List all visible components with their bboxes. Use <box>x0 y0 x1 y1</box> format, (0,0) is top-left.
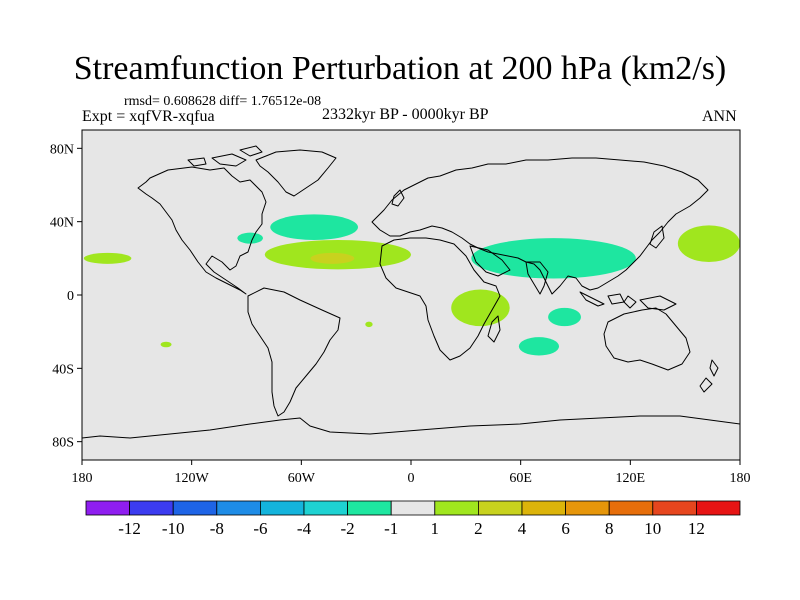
colorbar-label: -2 <box>341 519 355 538</box>
coast-uk <box>391 189 405 207</box>
colorbar-swatch <box>216 500 261 516</box>
colorbar-swatch <box>303 500 348 516</box>
x-tick-label: 60W <box>288 471 316 486</box>
y-tick-label: 40N <box>50 216 74 231</box>
colorbar-label: 12 <box>688 519 705 538</box>
coastlines <box>82 145 740 439</box>
period-label: 2332kyr BP - 0000kyr BP <box>322 106 489 123</box>
anomaly-south-atlantic-small-positive <box>365 321 373 328</box>
y-tick-label: 0 <box>67 289 74 304</box>
colorbar-swatch <box>565 500 610 516</box>
x-tick-label: 180 <box>730 471 751 486</box>
colorbar-swatch <box>85 500 130 516</box>
colorbar-label: 8 <box>605 519 614 538</box>
coast-madagascar <box>487 315 501 343</box>
coast-eurasia <box>371 157 709 295</box>
colorbar-swatch <box>521 500 566 516</box>
x-tick-label: 180 <box>72 471 93 486</box>
colorbar-swatch <box>347 500 392 516</box>
x-tick-label: 120W <box>175 471 210 486</box>
y-tick-label: 80N <box>50 142 74 157</box>
colorbar-swatch <box>696 500 741 516</box>
coast-arctic-islands <box>187 145 263 167</box>
season-label: ANN <box>702 108 737 125</box>
colorbar-swatch <box>652 500 697 516</box>
colorbar-label: -4 <box>297 519 312 538</box>
anomaly-north-pacific-west-positive <box>677 225 740 262</box>
anomaly-asia-negative <box>471 238 636 279</box>
colorbar-swatch <box>434 500 479 516</box>
coast-australia <box>603 307 691 371</box>
colorbar-swatch <box>477 500 523 516</box>
anomaly-north-atlantic-negative <box>270 214 358 241</box>
colorbar-label: -12 <box>118 519 141 538</box>
coast-new-zealand <box>699 359 719 393</box>
x-tick-label: 0 <box>408 471 415 486</box>
colorbar-label: 6 <box>561 519 570 538</box>
x-tick-label: 60E <box>509 471 532 486</box>
colorbar-swatch <box>172 500 218 516</box>
coast-arabia <box>469 245 511 277</box>
colorbar-label: -8 <box>210 519 224 538</box>
colorbar-swatch <box>608 500 654 516</box>
colorbar-label: 2 <box>474 519 483 538</box>
y-tick-label: 40S <box>52 362 74 377</box>
chart-title: Streamfunction Perturbation at 200 hPa (… <box>73 50 727 87</box>
colorbar-swatch <box>390 500 436 516</box>
coast-north-america <box>137 166 267 295</box>
colorbar-label: 4 <box>518 519 527 538</box>
anomaly-south-pacific-small-positive <box>160 341 172 348</box>
colorbar-label: -10 <box>162 519 185 538</box>
anomaly-layer <box>83 214 740 356</box>
colorbar-swatch <box>129 500 174 516</box>
coast-greenland <box>255 149 337 197</box>
experiment-label: Expt = xqfVR-xqfua <box>82 108 215 125</box>
anomaly-north-pacific-east-positive <box>83 252 132 264</box>
y-tick-label: 80S <box>52 436 74 451</box>
x-tick-label: 120E <box>616 471 646 486</box>
anomaly-central-atlantic-core <box>310 252 355 264</box>
rmsd-diff-stats: rmsd= 0.608628 diff= 1.76512e-08 <box>124 94 322 109</box>
colorbar-label: -1 <box>384 519 398 538</box>
coast-antarctica <box>82 415 740 439</box>
colorbar: -12 -10 -8 -6 -4 -2 -1 1 2 4 6 8 10 12 <box>85 500 741 538</box>
coast-japan <box>649 225 665 249</box>
coast-maritime-continent <box>579 291 677 311</box>
anomaly-indian-ocean-negative-north <box>548 307 581 327</box>
coast-india <box>525 261 549 295</box>
coast-south-america <box>247 287 341 417</box>
anomaly-west-atlantic-negative <box>237 232 263 244</box>
colorbar-label: 1 <box>431 519 440 538</box>
anomaly-indian-ocean-negative-south <box>518 337 560 356</box>
axis-ticks: 180 120W 60W 0 60E 120E 180 80N 40N 0 40S 80S <box>50 142 751 486</box>
plot-background <box>82 130 740 460</box>
colorbar-swatch <box>259 500 305 516</box>
colorbar-label: 10 <box>644 519 661 538</box>
anomaly-east-africa-positive <box>451 289 510 327</box>
coast-africa <box>379 237 501 361</box>
colorbar-label: -6 <box>253 519 267 538</box>
